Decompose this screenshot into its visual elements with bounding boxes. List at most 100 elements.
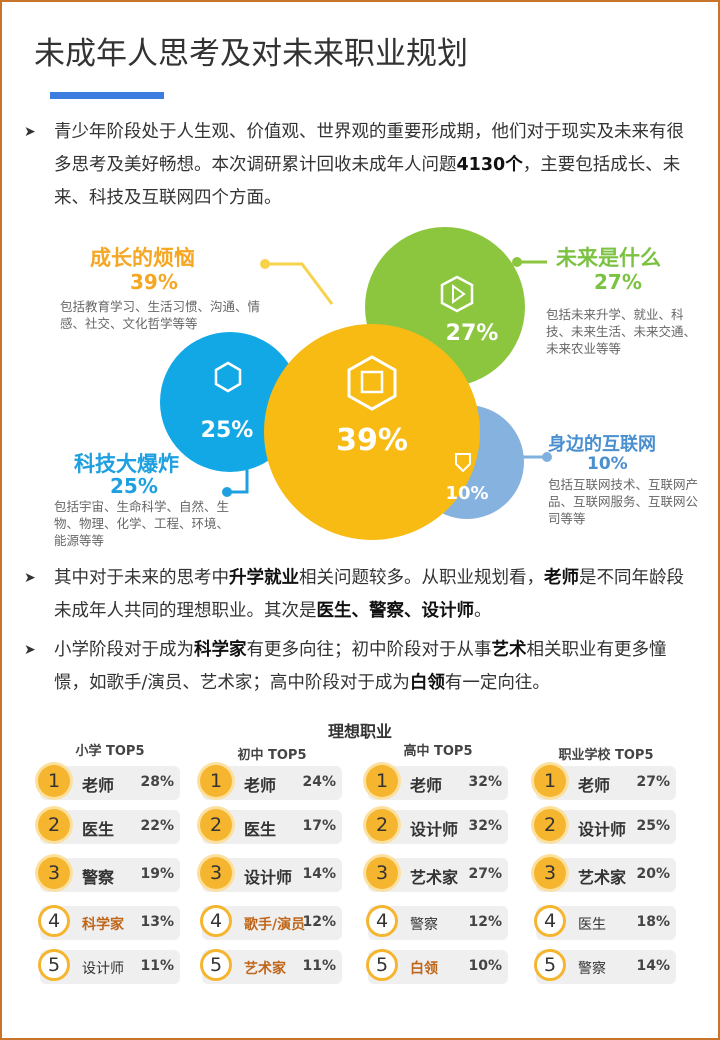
bullet-paragraph: ➤ 小学阶段对于成为科学家有更多向往；初中阶段对于从事艺术相关职业有更多憧憬，如歌… (24, 634, 696, 700)
bubble (264, 324, 480, 540)
career-percent: 17% (302, 818, 336, 834)
text-segment: 是不同年龄段未成年人共同的理想职业。其次是 (54, 568, 684, 621)
connector-dot (512, 257, 522, 267)
career-name: 医生 (578, 917, 606, 933)
topic-percent: 27% (594, 270, 642, 294)
text-segment: 。 (474, 601, 492, 621)
career-row: 4 歌手/演员 12% (200, 905, 342, 940)
career-percent: 24% (302, 774, 336, 790)
career-percent: 12% (468, 914, 502, 930)
icon (214, 361, 242, 393)
title-underline (50, 92, 164, 99)
career-percent: 32% (468, 818, 502, 834)
column-header: 小学 TOP5 (75, 744, 145, 759)
paragraph-text: 小学阶段对于成为科学家有更多向往；初中阶段对于从事艺术相关职业有更多憧憬，如歌手… (54, 634, 696, 700)
text-segment: 相关职业有更多憧憬，如歌手/演员、艺术家；高中阶段对于成为 (54, 640, 667, 693)
rank-badge: 1 (200, 765, 232, 797)
career-name: 警察 (410, 917, 438, 933)
career-row: 1 老师 32% (366, 765, 508, 800)
column-header: 职业学校 TOP5 (558, 748, 654, 763)
text-segment: 医生、警察、设计师 (316, 601, 475, 621)
career-percent: 22% (140, 818, 174, 834)
rank-badge: 5 (366, 949, 398, 981)
career-percent: 25% (636, 818, 670, 834)
rank-badge: 1 (38, 765, 70, 797)
career-percent: 11% (140, 958, 174, 974)
career-row: 5 白领 10% (366, 949, 508, 984)
career-row: 3 警察 19% (38, 857, 180, 892)
career-percent: 27% (468, 866, 502, 882)
topic-desc: 包括教育学习、生活习惯、沟通、情感、社交、文化哲学等等 (60, 299, 261, 331)
career-name: 老师 (578, 776, 611, 795)
bullet-paragraph: ➤ 其中对于未来的思考中升学就业相关问题较多。从职业规划看，老师是不同年龄段未成年… (24, 562, 696, 628)
topic-name: 成长的烦恼 (90, 246, 195, 270)
career-name: 艺术家 (578, 868, 627, 887)
career-percent: 14% (636, 958, 670, 974)
career-name: 设计师 (410, 820, 459, 839)
paragraph-text: 其中对于未来的思考中升学就业相关问题较多。从职业规划看，老师是不同年龄段未成年人… (54, 562, 696, 628)
career-row: 3 艺术家 27% (366, 857, 508, 892)
icon (455, 453, 471, 473)
career-percent: 12% (302, 914, 336, 930)
career-row: 3 设计师 14% (200, 857, 342, 892)
topic-name: 身边的互联网 (548, 434, 656, 455)
career-percent: 19% (140, 866, 174, 882)
text-segment: ，主要包括成长、未来、科技及互联网四个方面。 (54, 155, 681, 208)
career-name: 警察 (578, 961, 606, 977)
bubble-label: 27% (446, 321, 499, 346)
career-name: 科学家 (82, 917, 124, 933)
topic-percent: 39% (130, 270, 178, 294)
rank-badge: 2 (534, 809, 566, 841)
career-row: 5 设计师 11% (38, 949, 180, 984)
career-row: 2 医生 17% (200, 809, 342, 844)
topic-percent: 25% (110, 474, 158, 498)
text-segment: 艺术 (491, 640, 527, 660)
careers-title: 理想职业 (327, 722, 392, 741)
column-header: 初中 TOP5 (237, 748, 307, 763)
bubble-label: 39% (336, 423, 408, 458)
icon (360, 370, 384, 394)
connector-dot (542, 452, 552, 462)
career-name: 医生 (244, 820, 277, 839)
text-segment: 小学阶段对于成为 (54, 640, 194, 660)
career-row: 4 科学家 13% (38, 905, 180, 940)
icon (452, 284, 466, 304)
career-name: 老师 (410, 776, 443, 795)
career-percent: 28% (140, 774, 174, 790)
career-name: 警察 (82, 868, 115, 887)
career-name: 医生 (82, 820, 115, 839)
career-row: 2 设计师 32% (366, 809, 508, 844)
rank-badge: 2 (366, 809, 398, 841)
career-percent: 18% (636, 914, 670, 930)
text-segment: 4130个 (456, 155, 523, 175)
rank-badge: 4 (200, 905, 232, 937)
career-row: 4 医生 18% (534, 905, 676, 940)
text-segment: 其中对于未来的思考中 (54, 568, 229, 588)
text-segment: 有更多向往；初中阶段对于从事 (246, 640, 492, 660)
bubble-label: 10% (445, 483, 488, 504)
career-name: 白领 (410, 961, 438, 977)
icon (440, 275, 474, 313)
career-name: 艺术家 (410, 868, 459, 887)
rank-badge: 3 (366, 857, 398, 889)
career-name: 设计师 (244, 868, 293, 887)
rank-badge: 4 (534, 905, 566, 937)
rank-badge: 1 (366, 765, 398, 797)
connector-dot (260, 259, 270, 269)
career-row: 1 老师 28% (38, 765, 180, 800)
topic-desc: 包括宇宙、生命科学、自然、生物、物理、化学、工程、环境、能源等等 (54, 499, 230, 548)
text-segment: 有一定向往。 (444, 673, 550, 693)
rank-badge: 2 (38, 809, 70, 841)
topic-name: 未来是什么 (556, 246, 661, 270)
career-percent: 10% (468, 958, 502, 974)
bullet-paragraph: ➤ 青少年阶段处于人生观、价值观、世界观的重要形成期，他们对于现实及未来有很多思考… (24, 116, 696, 215)
topic-bubbles: 39% 27% 25% 10% (160, 227, 552, 540)
icon (347, 355, 397, 411)
rank-badge: 4 (38, 905, 70, 937)
rank-badge: 5 (200, 949, 232, 981)
career-row: 1 老师 24% (200, 765, 342, 800)
career-row: 3 艺术家 20% (534, 857, 676, 892)
text-segment: 科学家 (194, 640, 247, 660)
text-segment: 老师 (544, 568, 579, 588)
career-percent: 32% (468, 774, 502, 790)
